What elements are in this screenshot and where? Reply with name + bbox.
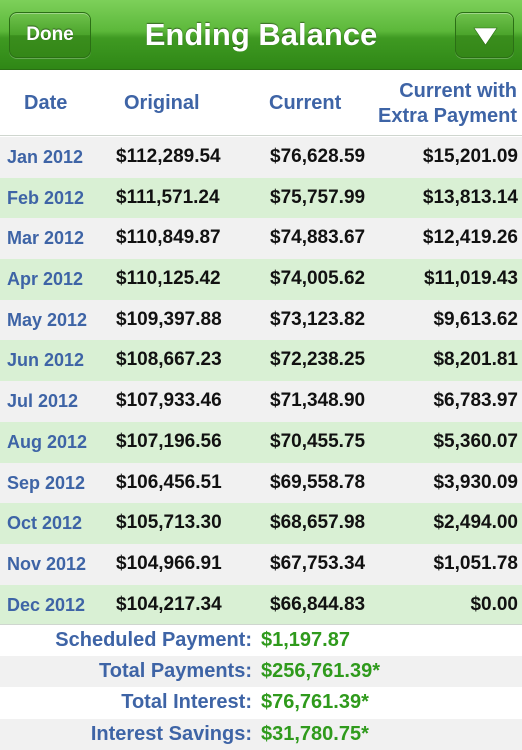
cell-current: $75,757.99 xyxy=(270,186,366,208)
cell-current: $68,657.98 xyxy=(270,512,366,534)
summary-row-total-interest: Total Interest: $76,761.39* xyxy=(0,687,522,719)
cell-original: $106,456.51 xyxy=(116,471,222,493)
cell-extra: $15,201.09 xyxy=(422,146,518,167)
cell-current: $69,558.78 xyxy=(270,471,366,493)
summary-value: $256,761.39* xyxy=(261,660,381,683)
cell-current: $74,005.62 xyxy=(270,268,366,290)
summary-label: Total Interest: xyxy=(121,691,252,714)
cell-extra: $3,930.09 xyxy=(433,471,518,493)
cell-extra: $8,201.81 xyxy=(433,349,518,371)
cell-original: $108,667.23 xyxy=(116,349,222,371)
table-row[interactable]: Sep 2012 $106,456.51 $69,558.78 $3,930.0… xyxy=(0,462,522,504)
done-button[interactable]: Done xyxy=(9,12,91,58)
cell-date: Dec 2012 xyxy=(7,594,86,615)
cell-original: $107,933.46 xyxy=(116,390,222,412)
summary-label: Interest Savings: xyxy=(90,722,252,745)
cell-original: $112,289.54 xyxy=(116,146,221,167)
page-title: Ending Balance xyxy=(144,17,378,52)
cell-current: $71,348.90 xyxy=(270,390,366,412)
header-extra-line1: Current with xyxy=(399,79,517,102)
summary-label: Total Payments: xyxy=(99,660,252,683)
table-header: Date Original Current Current with Extra… xyxy=(0,71,522,136)
cell-current: $72,238.25 xyxy=(270,349,366,371)
cell-date: May 2012 xyxy=(7,309,88,330)
balance-table-body[interactable]: Jan 2012 $112,289.54 $76,628.59 $15,201.… xyxy=(0,137,522,626)
header-current-with-extra-payment[interactable]: Current with Extra Payment xyxy=(378,71,517,136)
cell-current: $76,628.59 xyxy=(270,146,366,167)
cell-extra: $2,494.00 xyxy=(433,512,518,534)
summary-value: $76,761.39* xyxy=(261,691,369,714)
cell-original: $104,966.91 xyxy=(116,552,222,574)
summary-section: Scheduled Payment: $1,197.87 Total Payme… xyxy=(0,625,522,750)
table-row[interactable]: Nov 2012 $104,966.91 $67,753.34 $1,051.7… xyxy=(0,543,522,585)
cell-original: $109,397.88 xyxy=(116,308,222,330)
cell-date: Mar 2012 xyxy=(7,228,85,249)
summary-row-total-payments: Total Payments: $256,761.39* xyxy=(0,656,522,688)
cell-original: $107,196.56 xyxy=(116,430,222,452)
cell-date: Jun 2012 xyxy=(7,350,85,371)
table-row[interactable]: Apr 2012 $110,125.42 $74,005.62 $11,019.… xyxy=(0,259,522,300)
navigation-bar: Ending Balance Done xyxy=(0,0,522,70)
triangle-down-icon xyxy=(473,27,498,46)
cell-date: Jul 2012 xyxy=(7,391,79,412)
cell-date: Sep 2012 xyxy=(7,472,86,493)
cell-date: Feb 2012 xyxy=(7,187,85,208)
cell-date: Apr 2012 xyxy=(7,269,84,290)
table-row[interactable]: May 2012 $109,397.88 $73,123.82 $9,613.6… xyxy=(0,299,522,341)
cell-original: $104,217.34 xyxy=(116,593,222,615)
cell-extra: $0.00 xyxy=(470,593,518,615)
table-row[interactable]: Oct 2012 $105,713.30 $68,657.98 $2,494.0… xyxy=(0,503,522,544)
table-row[interactable]: Mar 2012 $110,849.87 $74,883.67 $12,419.… xyxy=(0,218,522,260)
cell-date: Aug 2012 xyxy=(7,431,88,452)
cell-original: $110,125.42 xyxy=(116,268,221,290)
table-row[interactable]: Feb 2012 $111,571.24 $75,757.99 $13,813.… xyxy=(0,177,522,219)
cell-original: $111,571.24 xyxy=(116,186,220,208)
cell-original: $105,713.30 xyxy=(116,512,222,534)
summary-value: $31,780.75* xyxy=(261,722,369,745)
header-extra-line2: Extra Payment xyxy=(378,104,517,127)
cell-current: $67,753.34 xyxy=(270,552,366,574)
header-date[interactable]: Date xyxy=(24,92,68,114)
dropdown-menu-button[interactable] xyxy=(455,12,514,58)
cell-extra: $9,613.62 xyxy=(433,308,518,330)
summary-label: Scheduled Payment: xyxy=(55,629,252,651)
table-row[interactable]: Aug 2012 $107,196.56 $70,455.75 $5,360.0… xyxy=(0,421,522,463)
table-row[interactable]: Jul 2012 $107,933.46 $71,348.90 $6,783.9… xyxy=(0,381,522,422)
cell-extra: $12,419.26 xyxy=(422,227,518,249)
cell-extra: $1,051.78 xyxy=(433,552,518,574)
cell-extra: $11,019.43 xyxy=(423,268,518,290)
cell-current: $73,123.82 xyxy=(270,308,366,330)
cell-current: $74,883.67 xyxy=(270,227,366,249)
table-row[interactable]: Jan 2012 $112,289.54 $76,628.59 $15,201.… xyxy=(0,137,522,178)
header-current[interactable]: Current xyxy=(269,92,342,114)
summary-divider xyxy=(0,624,522,625)
cell-extra: $6,783.97 xyxy=(433,390,518,412)
cell-original: $110,849.87 xyxy=(116,227,221,249)
cell-date: Nov 2012 xyxy=(7,553,87,574)
cell-extra: $13,813.14 xyxy=(422,186,518,208)
cell-date: Jan 2012 xyxy=(7,147,84,167)
table-row[interactable]: Dec 2012 $104,217.34 $66,844.83 $0.00 xyxy=(0,584,522,626)
header-original[interactable]: Original xyxy=(124,92,200,114)
table-row[interactable]: Jun 2012 $108,667.23 $72,238.25 $8,201.8… xyxy=(0,340,522,382)
cell-current: $66,844.83 xyxy=(270,593,366,615)
cell-date: Oct 2012 xyxy=(7,513,83,534)
cell-current: $70,455.75 xyxy=(270,430,366,452)
summary-row-scheduled-payment: Scheduled Payment: $1,197.87 xyxy=(0,625,522,657)
summary-row-interest-savings: Interest Savings: $31,780.75* xyxy=(0,718,522,750)
summary-value: $1,197.87 xyxy=(261,629,350,651)
cell-extra: $5,360.07 xyxy=(433,430,518,452)
